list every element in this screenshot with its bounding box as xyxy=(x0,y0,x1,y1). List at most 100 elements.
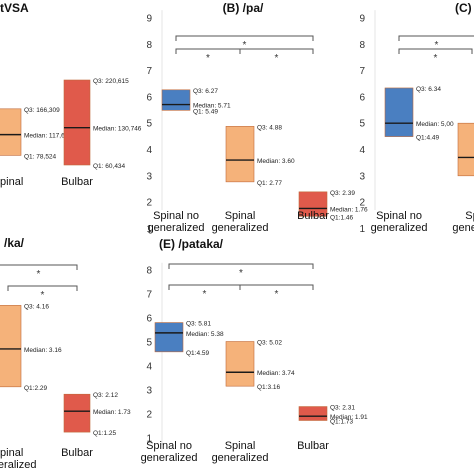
q1-label: Q1: 60,434 xyxy=(93,163,126,170)
q3-label: Q3: 166,309 xyxy=(24,107,60,114)
significance-star: * xyxy=(203,289,207,300)
category-label: generalized xyxy=(212,222,269,234)
category-label: Spinal xyxy=(225,210,256,222)
y-tick-label: 5 xyxy=(359,119,365,130)
q1-label: Q1:1.25 xyxy=(93,430,117,437)
box-1 xyxy=(154,322,184,353)
q3-label: Q3: 6.34 xyxy=(416,86,441,93)
q3-label: Q3: 220,615 xyxy=(93,78,129,85)
chart-title: tVSA xyxy=(0,1,29,15)
q3-label: Q3: 4.88 xyxy=(257,124,282,131)
y-tick-label: 2 xyxy=(146,198,152,209)
y-tick-label: 8 xyxy=(359,40,365,51)
q1-label: Q1: 2.77 xyxy=(257,180,282,187)
q1-label: Q1:1.46 xyxy=(330,214,354,221)
significance-star: * xyxy=(239,268,243,279)
category-label: generalized xyxy=(212,452,269,464)
significance-star: * xyxy=(275,289,279,300)
q1-label: Q1:1.73 xyxy=(330,418,354,425)
q3-label: Q3: 2.39 xyxy=(330,190,355,197)
chart-title: (C) / xyxy=(455,1,474,15)
y-tick-label: 1 xyxy=(146,434,152,445)
category-label: generalized xyxy=(371,222,428,234)
significance-star: * xyxy=(41,290,45,301)
y-tick-label: 2 xyxy=(146,410,152,421)
chart-panel-2: (B) /pa/1 2 3 4 5 6 7 8 9 * * * Q3: 6.27 Median: 5.71… xyxy=(146,1,368,235)
q3-label: Q3: 2.12 xyxy=(93,392,118,399)
chart-title: (E) /pataka/ xyxy=(159,237,224,251)
median-label: Median: 1.76 xyxy=(330,206,368,213)
chart-panel-4: /ka/ ** Q3: 4.16 Median: 3.16 Q1:2.29 Q3: 2.1… xyxy=(0,236,131,471)
significance-star: * xyxy=(435,40,439,51)
q1-label: Q1: 78,524 xyxy=(24,153,57,160)
q1-label: Q1:4.59 xyxy=(186,350,210,357)
y-tick-label: 7 xyxy=(359,66,365,77)
y-tick-label: 3 xyxy=(359,171,365,182)
q1-label: Q1:2.29 xyxy=(24,385,48,392)
chart-panel-3: (C) / 1 2 3 4 5 6 7 8 9 * * Q3: 6.34 Median: 5,00 Q1:4… xyxy=(359,1,474,235)
median-label: Median: 3.74 xyxy=(257,370,295,377)
category-label: Spinal no xyxy=(153,210,199,222)
category-label: generalized xyxy=(141,452,198,464)
significance-bracket xyxy=(398,35,474,41)
y-tick-label: 8 xyxy=(146,40,152,51)
category-label: Spinal xyxy=(0,447,23,459)
category-label: Spinal xyxy=(0,176,23,188)
box-1 xyxy=(161,89,191,111)
y-tick-label: 1 xyxy=(146,224,152,235)
box-2 xyxy=(457,122,474,177)
y-tick-label: 7 xyxy=(146,66,152,77)
chart-panel-1: tVSA Q3: 166,309 Median: 117,681 Q1: 78,524… xyxy=(0,1,142,188)
box-3 xyxy=(298,406,328,421)
category-label: Spinal no xyxy=(376,210,422,222)
q1-label: Q1: 5.49 xyxy=(193,108,218,115)
q1-label: Q1:4.49 xyxy=(416,135,440,142)
y-tick-label: 7 xyxy=(146,290,152,301)
significance-star: * xyxy=(206,53,210,64)
significance-bracket xyxy=(398,48,473,54)
median-label: Median: 5.71 xyxy=(193,103,231,110)
q3-label: Q3: 5.81 xyxy=(186,321,211,328)
y-tick-label: 8 xyxy=(146,266,152,277)
y-tick-label: 2 xyxy=(359,198,365,209)
box-1 xyxy=(384,87,414,137)
significance-star: * xyxy=(275,53,279,64)
category-label: Bulbar xyxy=(61,447,93,459)
y-tick-label: 4 xyxy=(146,145,152,156)
category-label: Bulbar xyxy=(297,440,329,452)
box-2 xyxy=(225,126,255,183)
median-label: Median: 117,681 xyxy=(24,133,72,140)
significance-bracket xyxy=(239,48,314,54)
y-tick-label: 5 xyxy=(146,338,152,349)
y-tick-label: 5 xyxy=(146,119,152,130)
category-label: Bulbar xyxy=(61,176,93,188)
chart-panel-5: (E) /pataka/1 2 3 4 5 6 7 8 * * * Q3: 5.81 Median: 5… xyxy=(141,237,368,464)
q3-label: Q3: 5.02 xyxy=(257,340,282,347)
box-3 xyxy=(298,191,328,217)
q3-label: Q3: 4.16 xyxy=(24,303,49,310)
median-label: Median: 1.91 xyxy=(330,414,368,421)
box-2 xyxy=(63,393,91,433)
category-label: generali xyxy=(452,222,474,234)
category-label: generalized xyxy=(0,459,36,471)
q3-label: Q3: 2.31 xyxy=(330,405,355,412)
box-1 xyxy=(0,305,22,388)
box-1 xyxy=(0,108,22,156)
box-2 xyxy=(225,341,255,387)
chart-title: (B) /pa/ xyxy=(223,1,264,15)
category-label: Bulbar xyxy=(297,210,329,222)
category-label: Spinal no xyxy=(146,440,192,452)
y-tick-label: 9 xyxy=(146,14,152,25)
significance-bracket xyxy=(175,35,314,41)
box-2 xyxy=(63,79,91,166)
significance-bracket xyxy=(168,263,314,269)
category-label: generalized xyxy=(148,222,205,234)
significance-bracket xyxy=(7,285,78,291)
y-tick-label: 4 xyxy=(146,362,152,373)
y-tick-label: 3 xyxy=(146,171,152,182)
significance-bracket xyxy=(0,264,78,270)
y-tick-label: 3 xyxy=(146,386,152,397)
significance-bracket xyxy=(239,284,314,290)
median-label: Median: 5,00 xyxy=(416,121,454,128)
